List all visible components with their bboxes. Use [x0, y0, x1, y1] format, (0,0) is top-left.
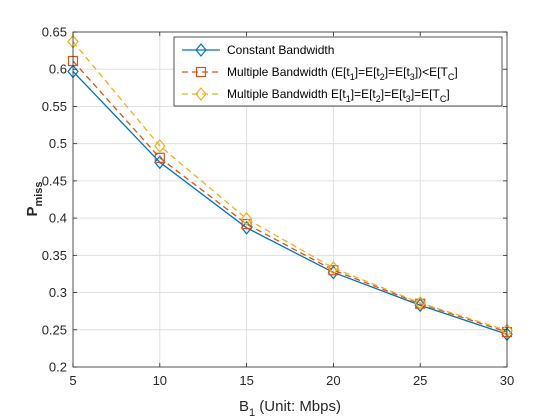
y-tick-label: 0.45 [42, 173, 67, 188]
legend-marker-3 [195, 87, 207, 101]
legend-marker-1 [195, 43, 207, 57]
y-tick-label: 0.65 [42, 25, 67, 40]
plot-frame [72, 31, 508, 368]
series-3-point [240, 211, 253, 226]
y-tick-label: 0.55 [42, 99, 67, 114]
y-tick-label: 0.2 [49, 360, 67, 375]
legend-marker-2 [195, 66, 207, 78]
series-line-2 [72, 60, 508, 333]
tick-group: 5 10 15 20 25 30 0.2 0.25 0.3 0.35 0.4 0.45 0.5 0.55 0… [42, 25, 515, 389]
legend-box [173, 36, 503, 107]
legend-label-2: Multiple Bandwidth (E[t1]=E[t2]=E[t3])<E… [227, 65, 458, 82]
x-tick-label: 30 [500, 373, 514, 388]
legend-label-1: Constant Bandwidth [227, 43, 334, 57]
series-3-point [327, 261, 340, 275]
x-axis-label: B1 (Unit: Mbps) [239, 398, 341, 419]
legend-label-3: Multiple Bandwidth E[t1]=E[t2]=E[t3]=E[T… [227, 87, 450, 104]
y-tick-label: 0.35 [42, 248, 67, 263]
x-tick-label: 5 [69, 373, 76, 388]
y-tick-label: 0.6 [49, 62, 67, 77]
series-3-point [154, 138, 166, 153]
series-2-point [154, 152, 165, 163]
x-tick-label: 25 [413, 373, 427, 388]
x-tick-label: 20 [326, 373, 340, 388]
series-1-point [414, 298, 426, 313]
y-tick-label: 0.3 [49, 285, 67, 300]
y-tick-label: 0.25 [42, 322, 67, 337]
series-line-1 [72, 71, 508, 335]
y-tick-label: 0.5 [49, 136, 67, 151]
series-line-3 [72, 41, 508, 332]
series-2-point [241, 218, 252, 230]
x-tick-label: 15 [239, 373, 253, 388]
y-tick-label: 0.4 [49, 211, 67, 226]
x-tick-label: 10 [153, 373, 167, 388]
y-axis-label: Pmiss [24, 181, 45, 216]
legend: Constant Bandwidth Multiple Bandwidth (E[… [173, 36, 503, 107]
series-3-point [414, 296, 426, 310]
